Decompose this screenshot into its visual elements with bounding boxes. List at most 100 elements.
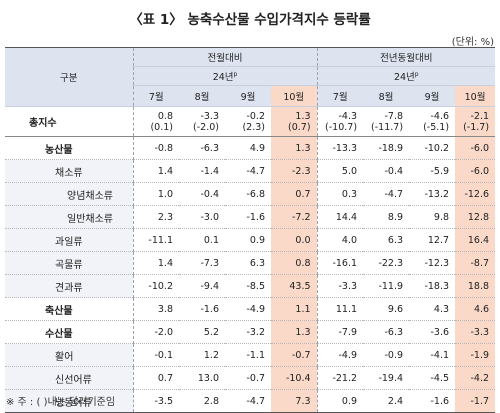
mom-value: 0.8 <box>157 110 173 122</box>
yoy-value-cell: -4.1 <box>409 343 456 367</box>
yoy-value-cell: 11.1 <box>316 297 364 321</box>
mom-year-header: 24년p <box>132 66 318 86</box>
mom-value-cell: 2.8 <box>179 389 225 413</box>
mom-value-cell: 1.4 <box>132 251 179 275</box>
mom-value-cell: -6.3 <box>179 136 225 160</box>
row-label: 양념채소류 <box>5 182 133 206</box>
mom-value-cell: -3.3 (-2.0) <box>179 106 225 137</box>
mom-value-cell: 1.3 (0.7) <box>271 106 318 137</box>
yoy-value-cell: -6.0 <box>455 136 496 160</box>
yoy-value-cell: -3.3 <box>316 274 364 298</box>
yoy-dollar-value: (-5.1) <box>423 121 450 133</box>
row-label: 총지수 <box>5 106 133 137</box>
row-label: 냉동어류 <box>5 389 133 413</box>
yoy-value-cell: -1.7 <box>455 389 496 413</box>
yoy-value-cell: -18.9 <box>363 136 410 160</box>
category-header: 구분 <box>5 47 133 107</box>
row-label: 일반채소류 <box>5 205 133 229</box>
mom-value-cell: -2.0 <box>132 320 179 344</box>
yoy-value-cell: -10.2 <box>409 136 456 160</box>
mom-value-cell: 1.0 <box>132 182 179 206</box>
yoy-value: -7.8 <box>384 110 404 122</box>
table-row: 냉동어류 -3.5 2.8 -4.7 7.3 0.9 2.4 -1.6 -1.7 <box>5 389 496 413</box>
unit-label: (단위: %) <box>451 37 494 48</box>
row-label: 활어 <box>5 343 133 367</box>
mom-value-cell: -0.2 (2.3) <box>225 106 271 137</box>
yoy-value-cell: -13.3 <box>316 136 364 160</box>
mom-value: 1.3 <box>295 110 311 122</box>
table-row: 채소류 1.4 -1.4 -4.7 -2.3 5.0 -0.4 -5.9 -6.0 <box>5 159 496 183</box>
mom-value-cell: -6.8 <box>225 182 271 206</box>
yoy-value-cell: -11.9 <box>363 274 410 298</box>
row-label: 수산물 <box>5 320 133 344</box>
yoy-dollar-value: (-1.7) <box>463 121 490 133</box>
yoy-year-header: 24년p <box>316 66 496 86</box>
price-index-table: 구분 전월대비 전년동월대비 24년p 24년p 7월 8월 9월 10월 7월… <box>5 47 496 413</box>
yoy-value-cell: 4.6 <box>455 297 496 321</box>
row-label: 신선어류 <box>5 366 133 390</box>
yoy-value-cell: 5.0 <box>316 159 364 183</box>
yoy-value-cell: -21.2 <box>316 366 364 390</box>
mom-value-cell: -8.5 <box>225 274 271 298</box>
mom-dollar-value: (0.1) <box>150 121 173 133</box>
yoy-value-cell: 0.3 <box>316 182 364 206</box>
yoy-value-cell: -3.6 <box>409 320 456 344</box>
yoy-value-cell: -7.9 <box>316 320 364 344</box>
mom-value-cell: 1.2 <box>179 343 225 367</box>
yoy-value-cell: -4.7 <box>363 182 410 206</box>
mom-value-cell: 0.0 <box>271 228 318 252</box>
month-header: 7월 <box>132 85 179 107</box>
yoy-value: -2.1 <box>470 110 490 122</box>
mom-value-cell: 0.7 <box>271 182 318 206</box>
mom-value-cell: -1.6 <box>179 297 225 321</box>
mom-value: -3.3 <box>200 110 219 122</box>
yoy-value-cell: -0.9 <box>363 343 410 367</box>
mom-value-cell: 0.9 <box>225 228 271 252</box>
yoy-dollar-value: (-10.7) <box>325 121 358 133</box>
month-header: 8월 <box>179 85 225 107</box>
yoy-value-cell: -4.3 (-10.7) <box>316 106 364 137</box>
table-row: 수산물 -2.0 5.2 -3.2 1.3 -7.9 -6.3 -3.6 -3.3 <box>5 320 496 344</box>
yoy-value-cell: -5.9 <box>409 159 456 183</box>
table-row: 과일류 -11.1 0.1 0.9 0.0 4.0 6.3 12.7 16.4 <box>5 228 496 252</box>
table-row: 활어 -0.1 1.2 -1.1 -0.7 -4.9 -0.9 -4.1 -1.9 <box>5 343 496 367</box>
table-row: 신선어류 0.7 13.0 -0.7 -10.4 -21.2 -19.4 -4.5 -4.2 <box>5 366 496 390</box>
yoy-value-cell: -2.1 (-1.7) <box>455 106 496 137</box>
yoy-value-cell: -22.3 <box>363 251 410 275</box>
yoy-value-cell: 12.8 <box>455 205 496 229</box>
mom-value-cell: -3.0 <box>179 205 225 229</box>
mom-value-cell: -7.2 <box>271 205 318 229</box>
yoy-value-cell: 9.8 <box>409 205 456 229</box>
month-header: 9월 <box>225 85 271 107</box>
month-header: 10월 <box>455 85 496 107</box>
month-header: 10월 <box>271 85 318 107</box>
yoy-value-cell: -4.9 <box>316 343 364 367</box>
yoy-value: -4.6 <box>430 110 450 122</box>
mom-value-cell: -4.9 <box>225 297 271 321</box>
yoy-value-cell: -4.5 <box>409 366 456 390</box>
mom-value-cell: 2.3 <box>132 205 179 229</box>
month-header: 8월 <box>363 85 410 107</box>
yoy-value-cell: 8.9 <box>363 205 410 229</box>
yoy-value-cell: -0.4 <box>363 159 410 183</box>
mom-value-cell: 43.5 <box>271 274 318 298</box>
row-label: 곡물류 <box>5 251 133 275</box>
mom-value-cell: 0.8 (0.1) <box>132 106 179 137</box>
mom-value-cell: -1.1 <box>225 343 271 367</box>
yoy-value-cell: -6.0 <box>455 159 496 183</box>
yoy-value-cell: 2.4 <box>363 389 410 413</box>
mom-value-cell: -10.2 <box>132 274 179 298</box>
yoy-value-cell: 18.8 <box>455 274 496 298</box>
row-label: 축산물 <box>5 297 133 321</box>
yoy-value-cell: -6.3 <box>363 320 410 344</box>
mom-value-cell: -1.4 <box>179 159 225 183</box>
mom-value-cell: -7.3 <box>179 251 225 275</box>
yoy-value-cell: -7.8 (-11.7) <box>363 106 410 137</box>
yoy-value-cell: 0.9 <box>316 389 364 413</box>
mom-value-cell: 1.1 <box>271 297 318 321</box>
mom-value-cell: 0.1 <box>179 228 225 252</box>
mom-dollar-value: (0.7) <box>288 121 311 133</box>
yoy-dollar-value: (-11.7) <box>371 121 404 133</box>
yoy-value-cell: 14.4 <box>316 205 364 229</box>
mom-value-cell: -3.2 <box>225 320 271 344</box>
